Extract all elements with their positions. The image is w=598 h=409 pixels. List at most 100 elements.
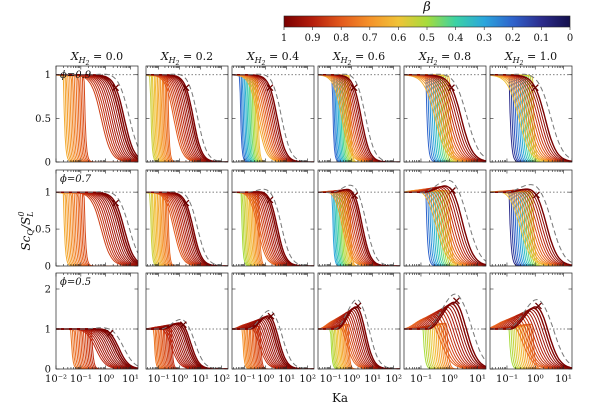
data-series-line [146, 191, 228, 266]
data-series-line [232, 328, 314, 369]
panel-r3-c5: 10⁻¹ 10⁰ 10¹ [403, 272, 487, 385]
data-series-line [490, 306, 572, 369]
panel-r1-c4 [317, 65, 401, 163]
panel-r3-c3: 10⁻¹ 10⁰ 10¹ 10² [231, 272, 316, 385]
x-tick-label: 10⁻¹ [148, 374, 170, 385]
panel-r2-c4 [317, 169, 401, 267]
data-series-line [146, 328, 228, 369]
colorbar-tick-label: 0.9 [305, 33, 321, 44]
axes-frame [317, 272, 401, 370]
panel-r1-c2 [145, 65, 229, 163]
x-tick-label: 10⁻¹ [70, 374, 92, 385]
data-series-line [146, 74, 228, 162]
panel-r2-c6 [489, 169, 573, 267]
data-series-line [318, 74, 400, 162]
y-tick-label: 0.5 [35, 114, 51, 125]
data-series-line [232, 320, 314, 369]
data-series-line [318, 74, 400, 162]
plot-area [404, 73, 486, 162]
axes-frame [145, 65, 229, 163]
data-series-line [404, 310, 486, 369]
data-series-line [318, 74, 400, 162]
data-series-line [146, 191, 228, 266]
data-series-line [318, 74, 400, 162]
data-series-line [232, 320, 314, 369]
data-series-line [318, 74, 400, 162]
panel-r3-c1: 10⁻² 10⁻¹ 10⁰ 10¹ 0 1 2 ϕ=0.5 [45, 272, 139, 385]
data-series-line [146, 191, 228, 266]
panel-r3-c4: 10⁻¹ 10⁰ 10¹ 10² [317, 272, 402, 385]
data-series-line [318, 74, 400, 162]
x-tick-label: 10⁰ [343, 374, 360, 385]
data-series-line [232, 191, 314, 266]
data-series-line [146, 328, 228, 369]
peak-marker [112, 199, 120, 207]
colorbar-tick-label: 0.5 [419, 33, 435, 44]
y-tick-label: 0 [45, 262, 51, 273]
data-series-line [232, 328, 314, 369]
data-series-line [318, 74, 400, 162]
data-series-line [146, 328, 228, 369]
data-series-line [490, 188, 572, 266]
panel-r1-c6 [489, 65, 573, 163]
data-series-line [318, 313, 400, 369]
column-title: XH2 = 0.2 [160, 50, 213, 67]
axes-frame [145, 169, 229, 267]
data-series-line [318, 74, 400, 162]
data-series-line [318, 74, 400, 162]
data-series-line [56, 328, 138, 369]
column-title: XH2 = 0.8 [418, 50, 471, 67]
data-series-line [56, 74, 138, 162]
column-title: XH2 = 0.6 [332, 50, 385, 67]
data-series-line [490, 312, 572, 369]
peak-marker [266, 196, 274, 204]
data-series-line [232, 191, 314, 266]
data-series-line [318, 74, 400, 162]
x-tick-label: 10¹ [364, 374, 381, 385]
peak-marker [350, 84, 358, 92]
colorbar-tick-label: 0 [567, 33, 573, 44]
reference-dashed-curve [404, 73, 486, 159]
colorbar-tick-label: 0.6 [390, 33, 406, 44]
panel-r2-c2 [145, 169, 229, 267]
plot-area [490, 299, 572, 369]
data-series-line [318, 74, 400, 162]
y-axis-label: ScQ/SL0 [17, 211, 35, 250]
data-series-line [318, 74, 400, 162]
row-phi-label: ϕ=0.9 [60, 70, 92, 81]
x-tick-label: 10⁰ [257, 374, 274, 385]
peak-marker [448, 84, 455, 92]
y-tick-label: 0 [45, 158, 51, 169]
x-tick-label: 10⁰ [527, 374, 544, 385]
colorbar-tick-label: 0.1 [533, 33, 549, 44]
peak-marker [354, 302, 362, 310]
data-series-line [318, 74, 400, 162]
data-series-line [232, 328, 314, 369]
data-series-line [56, 328, 138, 369]
x-tick-label: 10⁰ [97, 374, 114, 385]
panel-r1-c1: 0 0.5 1 ϕ=0.9 [35, 65, 139, 169]
column-title: XH2 = 1.0 [504, 50, 557, 67]
colorbar-tick-label: 0.7 [362, 33, 378, 44]
data-series-line [232, 74, 314, 162]
reference-dashed-curve [490, 73, 572, 160]
reference-dashed-curve [146, 73, 228, 162]
data-series-line [232, 74, 314, 162]
plot-area [490, 184, 572, 266]
data-series-line [146, 191, 228, 266]
data-series-line [404, 301, 486, 368]
x-tick-label: 10¹ [192, 374, 209, 385]
x-tick-label: 10¹ [122, 374, 139, 385]
colorbar-tick-label: 0.2 [505, 33, 521, 44]
peak-marker [112, 84, 120, 92]
row-phi-label: ϕ=0.7 [60, 174, 92, 185]
data-series-line [232, 319, 314, 369]
axes-frame [55, 65, 139, 163]
data-series-line [490, 190, 572, 266]
plot-area [404, 179, 486, 266]
reference-dashed-curve [146, 319, 228, 369]
plot-area [318, 184, 400, 266]
reference-dashed-curve [318, 299, 400, 369]
data-series-line [56, 191, 138, 266]
